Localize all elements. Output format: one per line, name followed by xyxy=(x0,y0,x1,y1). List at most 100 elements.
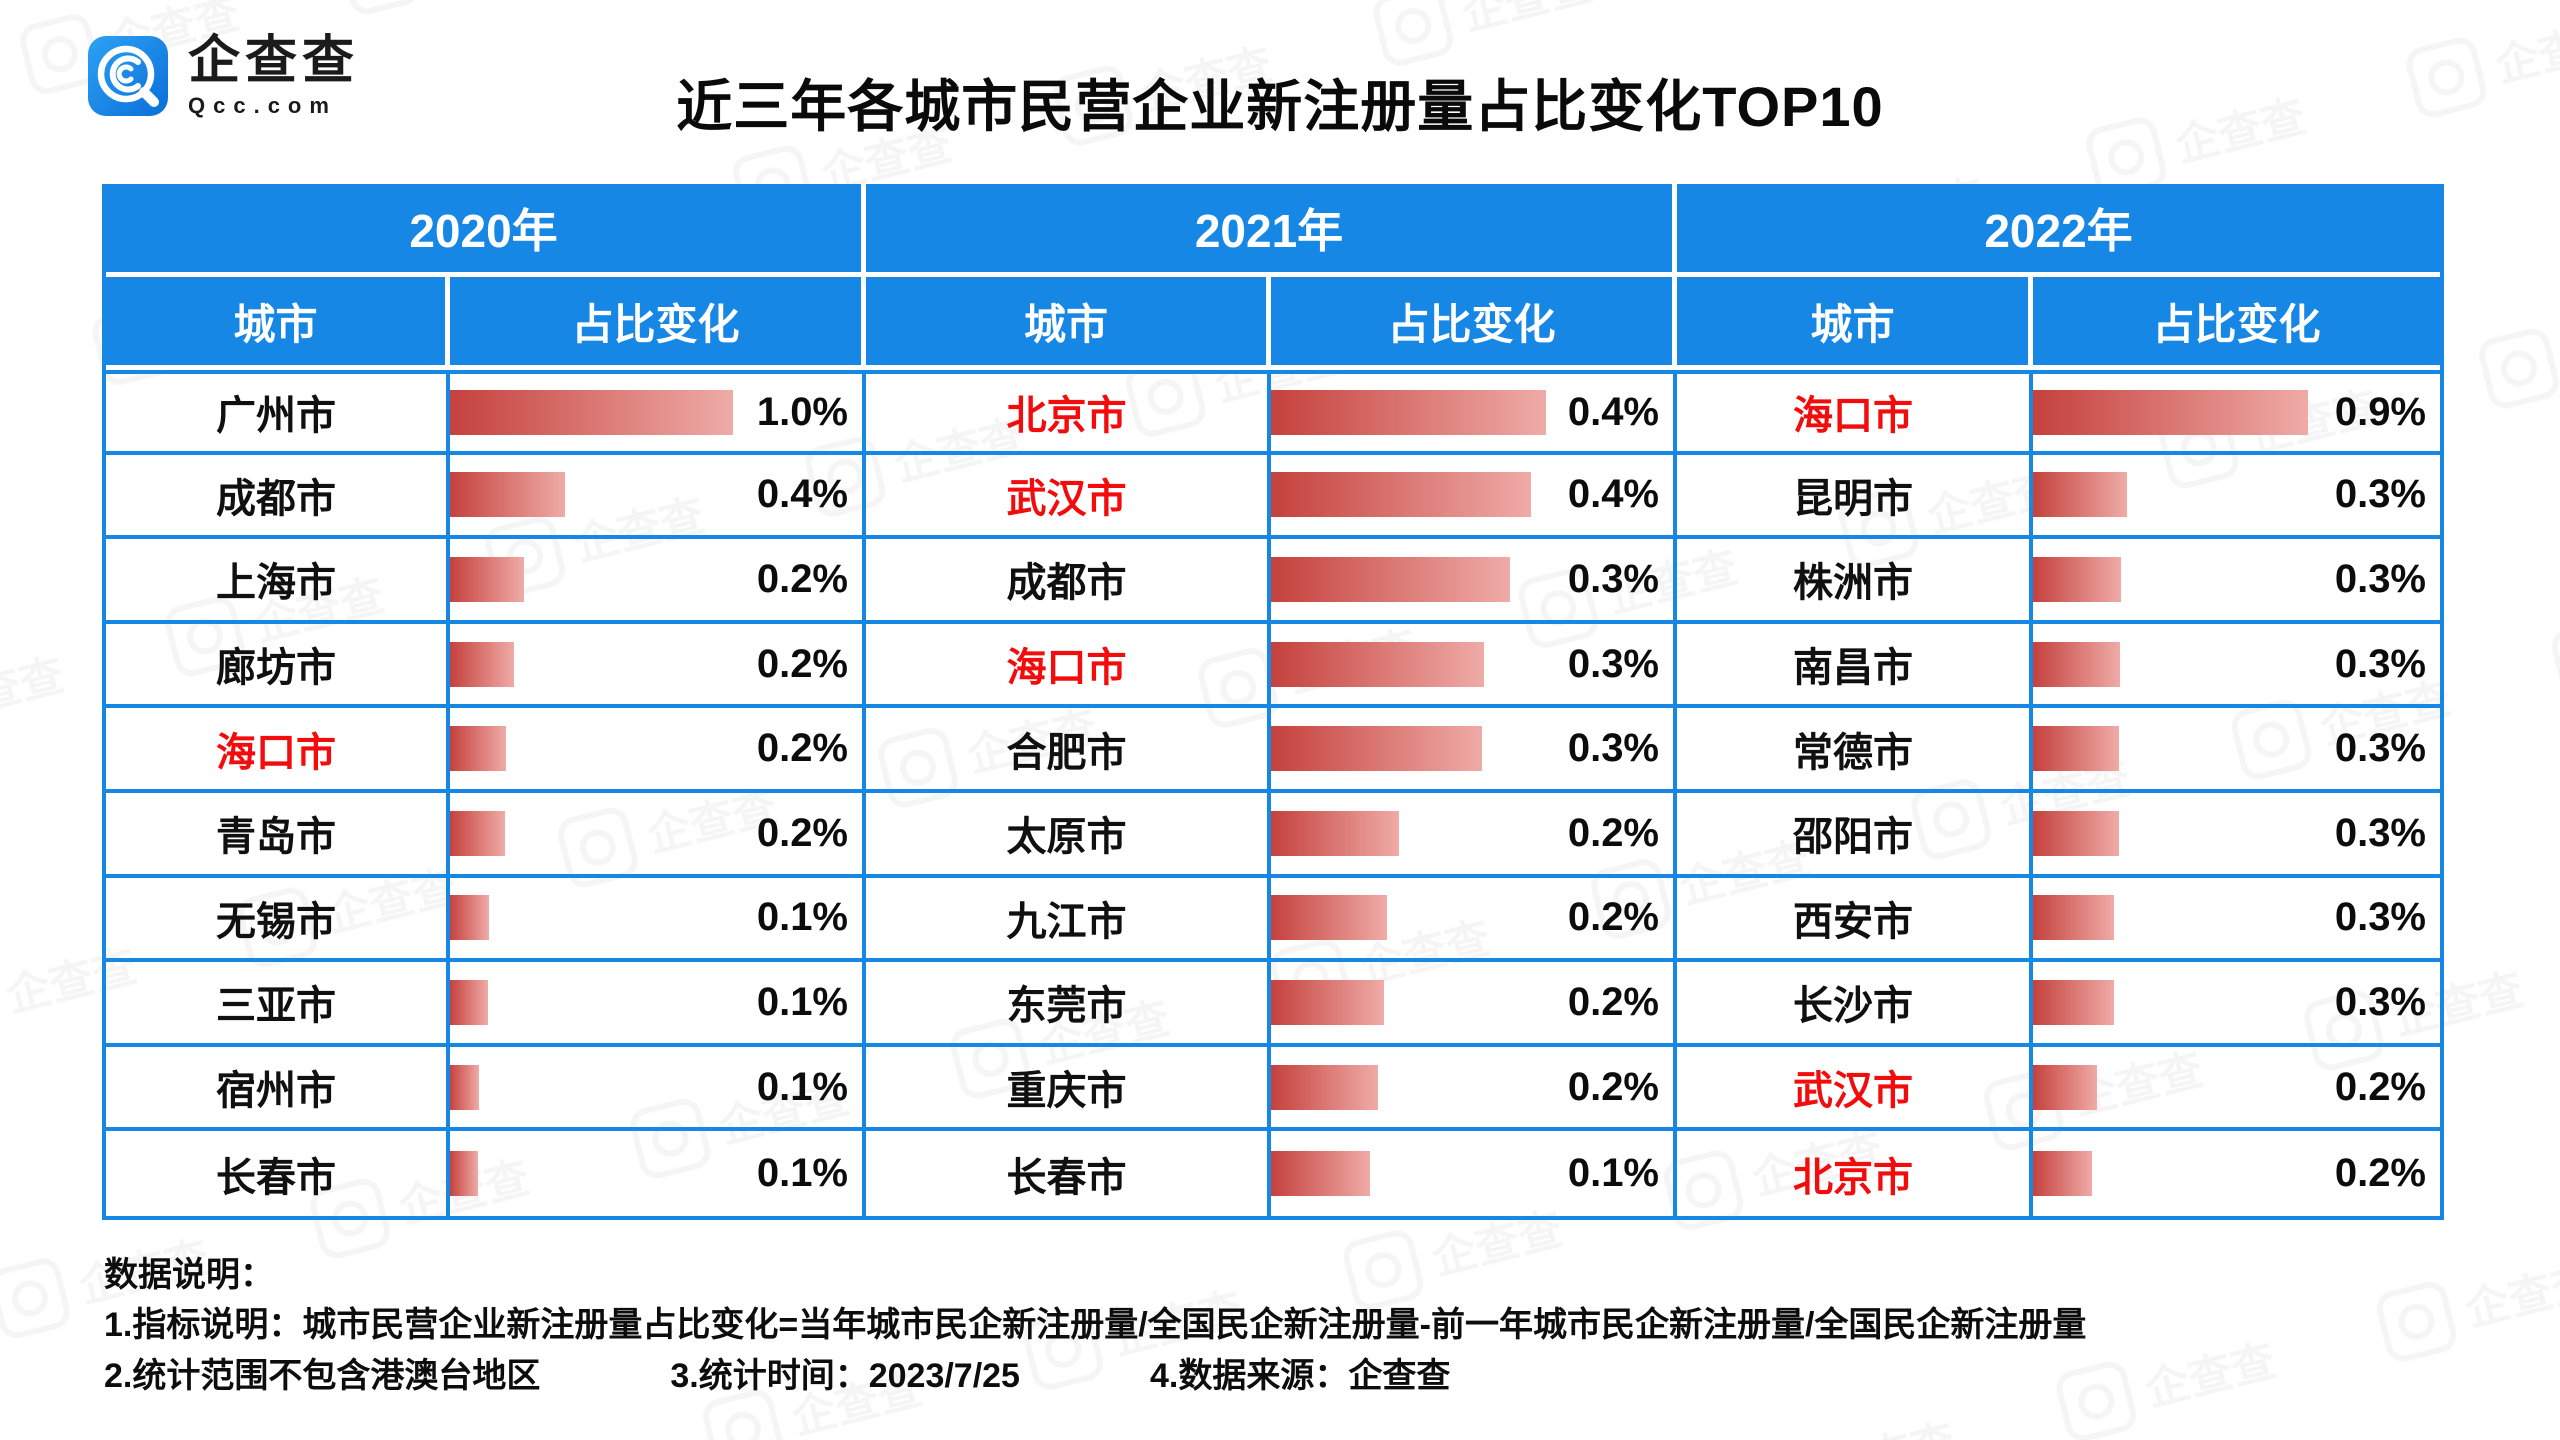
city-cell: 北京市 xyxy=(866,370,1271,455)
brand-name-cn: 企查查 xyxy=(188,32,360,90)
bar xyxy=(1271,1151,1370,1197)
bar-cell: 0.1% xyxy=(450,1131,866,1216)
bar-value: 0.1% xyxy=(756,979,848,1024)
bar-cell: 0.2% xyxy=(450,792,866,878)
note-time: 3.统计时间：2023/7/25 xyxy=(670,1356,1020,1395)
bar-value: 0.2% xyxy=(1567,1064,1659,1109)
city-cell: 武汉市 xyxy=(1677,1046,2033,1132)
bar-value: 0.3% xyxy=(2334,556,2426,601)
bar xyxy=(2033,810,2119,856)
bar-value: 0.2% xyxy=(756,726,848,771)
city-cell: 成都市 xyxy=(106,454,450,540)
bar-cell: 0.2% xyxy=(1271,877,1677,963)
city-cell: 西安市 xyxy=(1677,877,2033,963)
city-cell: 海口市 xyxy=(1677,370,2033,455)
bar-value: 0.4% xyxy=(1567,472,1659,517)
bar-cell: 0.2% xyxy=(1271,792,1677,878)
bar-value: 1.0% xyxy=(756,389,848,434)
column-header-change: 占比变化 xyxy=(2033,277,2440,370)
bar xyxy=(450,979,488,1025)
bar xyxy=(1271,641,1485,687)
bar-cell: 0.3% xyxy=(2033,624,2440,709)
note-scope: 2.统计范围不包含港澳台地区 xyxy=(104,1356,541,1395)
bar-cell: 0.4% xyxy=(1271,454,1677,540)
city-cell: 宿州市 xyxy=(106,1046,450,1132)
year-header-2020: 2020年 xyxy=(106,184,866,277)
bar-cell: 0.2% xyxy=(450,539,866,624)
brand-name-en: Qcc.com xyxy=(188,92,337,118)
bar xyxy=(450,1064,479,1110)
bar xyxy=(2033,389,2309,435)
bar-cell: 0.1% xyxy=(450,1046,866,1132)
city-cell: 东莞市 xyxy=(866,962,1271,1047)
city-cell: 廊坊市 xyxy=(106,623,450,709)
city-cell: 广州市 xyxy=(106,370,450,455)
bar-value: 0.1% xyxy=(756,895,848,940)
page-title: 近三年各城市民营企业新注册量占比变化TOP10 xyxy=(676,75,1884,138)
note-source: 4.数据来源：企查查 xyxy=(1149,1356,1451,1395)
bar-value: 0.2% xyxy=(1567,810,1659,855)
bar-cell: 0.4% xyxy=(450,454,866,540)
bar-value: 0.2% xyxy=(2334,1064,2426,1109)
city-cell: 海口市 xyxy=(106,708,450,793)
bar-cell: 0.3% xyxy=(2033,539,2440,624)
bar xyxy=(450,810,505,856)
bar-cell: 0.2% xyxy=(450,708,866,793)
bar-value: 0.2% xyxy=(1567,895,1659,940)
city-cell: 成都市 xyxy=(866,539,1271,624)
bar xyxy=(1271,895,1388,941)
bar xyxy=(450,895,489,941)
city-cell: 海口市 xyxy=(866,623,1271,709)
bar-value: 0.2% xyxy=(756,641,848,686)
city-cell: 邵阳市 xyxy=(1677,792,2033,878)
bar-cell: 0.2% xyxy=(1271,962,1677,1047)
bar-cell: 0.3% xyxy=(2033,793,2440,878)
bar xyxy=(450,472,566,518)
bar-cell: 0.2% xyxy=(450,623,866,709)
bar-value: 0.3% xyxy=(1567,641,1659,686)
city-cell: 无锡市 xyxy=(106,877,450,963)
bar-cell: 0.3% xyxy=(2033,708,2440,793)
year-header-2022: 2022年 xyxy=(1677,184,2440,277)
bar-value: 0.3% xyxy=(2334,895,2426,940)
notes-line-1: 1.指标说明：城市民营企业新注册量占比变化=当年城市民企新注册量/全国民企新注册… xyxy=(104,1306,2087,1345)
bar-value: 0.9% xyxy=(2334,389,2426,434)
bar xyxy=(450,726,506,772)
city-cell: 青岛市 xyxy=(106,792,450,878)
bar-value: 0.3% xyxy=(2334,472,2426,517)
bar xyxy=(1271,726,1483,772)
bar-cell: 0.3% xyxy=(2033,962,2440,1047)
brand-block: 企查查 Qcc.com xyxy=(88,34,359,119)
bar-value: 0.2% xyxy=(1567,979,1659,1024)
bar-cell: 0.9% xyxy=(2033,370,2440,455)
bar-value: 0.4% xyxy=(1567,389,1659,434)
brand-names: 企查查 Qcc.com xyxy=(188,34,359,119)
city-cell: 株洲市 xyxy=(1677,539,2033,624)
bar xyxy=(450,556,524,602)
bar-value: 0.4% xyxy=(756,472,848,517)
bar xyxy=(2033,472,2128,518)
city-cell: 昆明市 xyxy=(1677,454,2033,540)
city-cell: 三亚市 xyxy=(106,962,450,1047)
bar-value: 0.3% xyxy=(1567,556,1659,601)
bar-cell: 0.3% xyxy=(1271,708,1677,793)
bar-cell: 1.0% xyxy=(450,370,866,455)
column-header-change: 占比变化 xyxy=(450,277,866,370)
city-cell: 九江市 xyxy=(866,877,1271,963)
bar-value: 0.2% xyxy=(756,810,848,855)
city-cell: 合肥市 xyxy=(866,708,1271,793)
bar xyxy=(2033,556,2122,602)
city-cell: 长春市 xyxy=(866,1131,1271,1216)
bar-cell: 0.2% xyxy=(1271,1046,1677,1132)
city-cell: 北京市 xyxy=(1677,1131,2033,1216)
bar xyxy=(1271,810,1400,856)
data-notes: 数据说明： 1.指标说明：城市民营企业新注册量占比变化=当年城市民企新注册量/全… xyxy=(104,1250,2086,1401)
city-cell: 南昌市 xyxy=(1677,623,2033,709)
city-cell: 上海市 xyxy=(106,539,450,624)
notes-line-2: 2.统计范围不包含港澳台地区 3.统计时间：2023/7/25 4.数据来源：企… xyxy=(104,1351,2086,1401)
bar-value: 0.3% xyxy=(1567,726,1659,771)
bar xyxy=(1271,1064,1378,1110)
bar xyxy=(2033,641,2121,687)
notes-heading: 数据说明： xyxy=(104,1256,274,1294)
city-cell: 常德市 xyxy=(1677,708,2033,793)
